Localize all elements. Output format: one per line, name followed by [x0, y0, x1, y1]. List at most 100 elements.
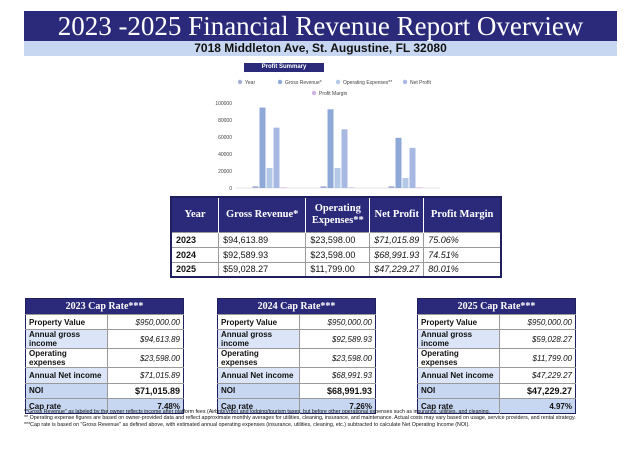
cap-row-label: Operating expenses	[25, 348, 109, 368]
bar-2024-1	[327, 109, 334, 188]
cap-rate-title: 2024 Cap Rate***	[217, 298, 376, 315]
col-net-profit: Net Profit	[369, 197, 424, 232]
cap-row: Operating expenses $11,799.00	[417, 348, 576, 368]
cap-row: Annual Net income $71,015.89	[25, 367, 184, 384]
cap-rate-table-2025: 2025 Cap Rate*** Property Value $950,000.0…	[417, 298, 576, 415]
summary-cell: $23,598.00	[305, 231, 370, 247]
legend-label: Profit Margin	[319, 91, 348, 97]
bar-2024-2	[334, 167, 341, 188]
bar-2024-4	[348, 187, 355, 188]
y-tick-label: 40000	[218, 152, 232, 158]
summary-cell: $23,598.00	[305, 246, 370, 262]
summary-row-2024: 2024 $92,589.93 $23,598.00 $68,991.93 74.51%	[171, 246, 501, 262]
summary-cell: 2024	[171, 246, 219, 262]
y-tick-label: 0	[229, 186, 232, 192]
profit-summary-chart: Year Gross Revenue* Operating Expenses** Ne…	[200, 62, 500, 194]
summary-row-2025: 2025 $59,028.27 $11,799.00 $47,229.27 80.01%	[171, 261, 501, 277]
summary-cell: $92,589.93	[218, 246, 306, 262]
cap-row: Cap rate 7.48%	[25, 397, 184, 414]
legend-label: Year	[245, 80, 255, 86]
cap-row-value: $950,000.00	[107, 313, 184, 330]
cap-row-value: $71,015.89	[107, 367, 184, 384]
cap-row-value: 7.48%	[107, 397, 184, 414]
summary-cell: $47,229.27	[369, 261, 424, 277]
cap-row: Annual gross income $59,028.27	[417, 329, 576, 349]
footnotes: **Gross Revenue" as labeled by the owner…	[24, 409, 620, 428]
cap-rate-table-2024: 2024 Cap Rate*** Property Value $950,000.0…	[217, 298, 376, 415]
bar-2025-0	[388, 186, 395, 188]
cap-row-value: $23,598.00	[299, 348, 376, 368]
summary-row-2023: 2023 $94,613.89 $23,598.00 $71,015.89 75.06%	[171, 231, 501, 247]
legend-label: Net Profit	[410, 80, 431, 86]
bar-2025-2	[402, 177, 409, 188]
legend-swatch	[402, 79, 408, 85]
y-tick-label: 20000	[218, 169, 232, 175]
summary-cell: 2025	[171, 261, 219, 277]
cap-row-value: $59,028.27	[499, 329, 576, 349]
cap-row-value: $94,613.89	[107, 329, 184, 349]
cap-row: NOI $71,015.89	[25, 382, 184, 399]
summary-header-row: Year Gross Revenue* Operating Expenses**…	[171, 197, 501, 232]
cap-row: Annual Net income $68,991.93	[217, 367, 376, 384]
cap-row: Property Value $950,000.00	[417, 313, 576, 330]
cap-row: Cap rate 4.97%	[417, 397, 576, 414]
cap-row-value: $47,229.27	[499, 367, 576, 384]
chart-title: Profit Summary	[244, 63, 324, 72]
cap-row-label: Cap rate	[25, 397, 109, 414]
summary-cell: $59,028.27	[218, 261, 306, 277]
cap-rate-title: 2025 Cap Rate***	[417, 298, 576, 315]
cap-row: Annual gross income $92,589.93	[217, 329, 376, 349]
cap-row: Annual Net income $47,229.27	[417, 367, 576, 384]
cap-row-label: Operating expenses	[217, 348, 301, 368]
cap-row-label: NOI	[25, 382, 109, 399]
cap-rate-table-2023: 2023 Cap Rate*** Property Value $950,000.0…	[25, 298, 184, 415]
cap-rate-title: 2023 Cap Rate***	[25, 298, 184, 315]
chart-canvas: Year Gross Revenue* Operating Expenses** Ne…	[215, 79, 440, 192]
summary-cell: $71,015.89	[369, 231, 424, 247]
col-operating-expenses: Operating Expenses**	[305, 197, 370, 232]
summary-cell: 80.01%	[423, 261, 501, 277]
legend-swatch	[335, 79, 341, 85]
bar-2025-3	[409, 147, 416, 188]
cap-row-value: 4.97%	[499, 397, 576, 414]
property-address: 7018 Middleton Ave, St. Augustine, FL 32…	[24, 41, 617, 56]
y-tick-label: 80000	[218, 118, 232, 124]
bar-2023-1	[259, 107, 266, 188]
cap-row-label: Annual gross income	[417, 329, 501, 349]
cap-row: Property Value $950,000.00	[25, 313, 184, 330]
cap-row-label: Annual Net income	[417, 367, 501, 384]
cap-row: Operating expenses $23,598.00	[217, 348, 376, 368]
cap-row-value: 7.26%	[299, 397, 376, 414]
cap-row-label: Cap rate	[417, 397, 501, 414]
bar-2024-3	[341, 129, 348, 188]
bar-2023-2	[266, 167, 273, 188]
summary-cell: 74.51%	[423, 246, 501, 262]
cap-row-value: $68,991.93	[299, 367, 376, 384]
col-profit-margin: Profit Margin	[423, 197, 501, 232]
cap-row-value: $47,229.27	[499, 382, 576, 399]
cap-row-label: NOI	[217, 382, 301, 399]
cap-row-value: $11,799.00	[499, 348, 576, 368]
cap-row-label: Annual Net income	[217, 367, 301, 384]
col-gross-revenue: Gross Revenue*	[218, 197, 306, 232]
cap-row-label: Property Value	[217, 313, 301, 330]
cap-row-label: Property Value	[417, 313, 501, 330]
legend-label: Gross Revenue*	[285, 80, 322, 86]
cap-row-label: Annual Net income	[25, 367, 109, 384]
cap-row: Property Value $950,000.00	[217, 313, 376, 330]
cap-row-value: $950,000.00	[299, 313, 376, 330]
cap-row-label: Cap rate	[217, 397, 301, 414]
cap-row: NOI $47,229.27	[417, 382, 576, 399]
cap-row-label: Annual gross income	[25, 329, 109, 349]
summary-cell: $94,613.89	[218, 231, 306, 247]
bar-2023-3	[273, 127, 280, 188]
footnote-operating-expenses: ** Operating expense figures are based o…	[24, 415, 576, 422]
cap-row-value: $950,000.00	[499, 313, 576, 330]
cap-row-label: Annual gross income	[217, 329, 301, 349]
bar-2025-4	[416, 187, 423, 188]
summary-cell: $11,799.00	[305, 261, 370, 277]
y-tick-label: 100000	[215, 101, 232, 107]
summary-cell: $68,991.93	[369, 246, 424, 262]
y-tick-label: 60000	[218, 135, 232, 141]
col-year: Year	[171, 197, 219, 232]
